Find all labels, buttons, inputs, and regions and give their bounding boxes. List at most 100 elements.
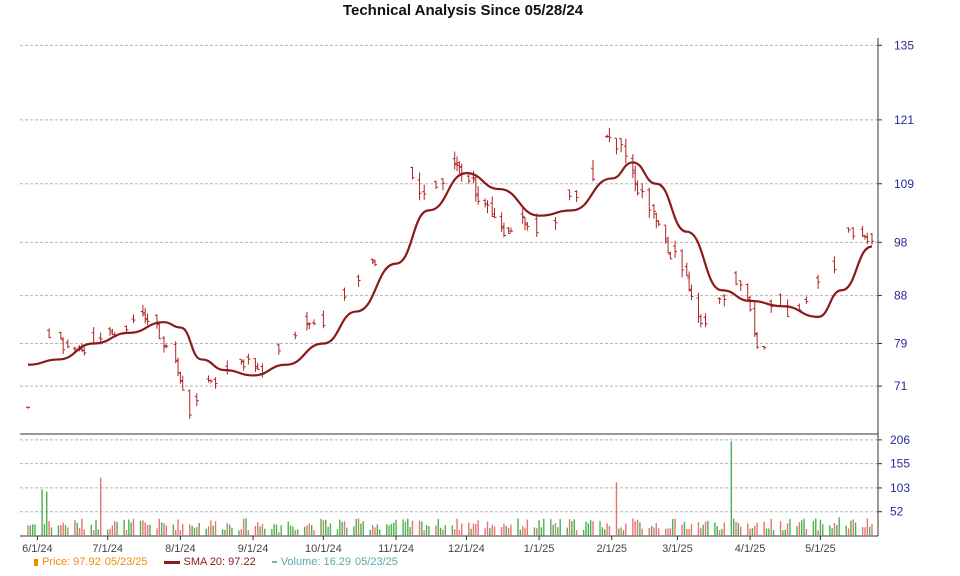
price-bar — [520, 208, 525, 224]
price-bar — [91, 327, 96, 345]
price-bar — [556, 215, 560, 222]
price-bar — [717, 297, 722, 304]
price-bar — [213, 377, 218, 389]
price-bar — [490, 196, 495, 218]
price-bar — [143, 307, 148, 324]
chart-title: Technical Analysis Since 05/28/24 — [343, 2, 584, 19]
price-bar — [272, 350, 276, 366]
price-bar — [619, 138, 624, 153]
price-tick-label: 88 — [894, 289, 908, 303]
x-tick-label: 6/1/24 — [22, 543, 53, 555]
price-bar — [246, 353, 251, 365]
price-bar — [680, 249, 685, 278]
price-bar — [549, 225, 553, 227]
price-bar — [276, 343, 281, 355]
legend-volume-swatch — [271, 561, 277, 563]
price-bar — [635, 180, 640, 196]
price-bar — [821, 271, 825, 280]
price-bar — [696, 292, 701, 323]
price-bar — [802, 296, 806, 305]
price-bar — [345, 279, 349, 302]
price-bar — [47, 328, 52, 339]
price-bar — [455, 156, 460, 172]
price-bar — [31, 393, 35, 400]
price-bar — [433, 180, 438, 189]
price-bar — [647, 187, 652, 218]
price-bar — [230, 363, 234, 370]
price-bar — [752, 302, 757, 337]
price-bar — [638, 186, 642, 200]
price-bar — [206, 375, 211, 383]
price-bar — [570, 192, 574, 204]
price-bar — [241, 359, 246, 371]
price-bar — [539, 222, 543, 229]
price-bar — [361, 264, 365, 274]
price-bar — [553, 217, 558, 230]
price-bar — [492, 207, 497, 219]
price-bar — [180, 375, 185, 391]
price-bar — [828, 267, 832, 279]
price-bar — [591, 159, 596, 182]
price-bar — [870, 233, 874, 245]
price-bar — [682, 261, 686, 275]
price-bar — [307, 322, 312, 330]
price-bar — [703, 313, 708, 328]
price-bar — [208, 379, 213, 384]
legend-volume-label: Volume: 16.29 — [280, 556, 352, 568]
price-bar — [755, 331, 760, 350]
price-bar — [387, 250, 391, 264]
price-bar — [82, 347, 87, 356]
price-bar — [471, 171, 476, 184]
x-tick-label: 7/1/24 — [92, 543, 123, 555]
price-bar — [26, 406, 30, 409]
price-bar — [623, 138, 628, 164]
price-bars-layer — [26, 127, 874, 419]
price-bar — [58, 331, 63, 340]
price-bar — [354, 274, 358, 291]
volume-tick-label: 155 — [890, 457, 910, 471]
price-bar — [359, 266, 363, 287]
sma-layer — [27, 161, 873, 377]
price-bar — [745, 283, 750, 302]
price-bar — [145, 313, 150, 325]
price-bar — [574, 190, 579, 202]
price-bar — [270, 362, 274, 368]
price-bar — [225, 360, 230, 375]
price-bar — [321, 310, 326, 329]
price-bar — [239, 358, 244, 365]
price-bar — [673, 240, 678, 258]
price-bar — [94, 336, 98, 346]
price-bar — [108, 326, 113, 336]
price-bar — [748, 296, 753, 312]
price-bar — [161, 336, 166, 353]
legend-volume: Volume: 16.29 05/23/25 — [271, 556, 398, 568]
price-bar — [621, 142, 625, 149]
price-bar — [668, 251, 673, 260]
price-bar — [457, 161, 462, 175]
price-bar — [832, 256, 837, 274]
price-bar — [804, 296, 809, 305]
price-bar — [816, 274, 821, 289]
price-bar — [221, 362, 225, 386]
price-bar — [194, 393, 199, 407]
x-tick-label: 11/1/24 — [378, 543, 414, 555]
price-bar — [722, 293, 727, 307]
price-bar — [326, 315, 330, 329]
price-bar — [650, 202, 654, 213]
price-bar — [516, 209, 520, 236]
price-bar — [61, 337, 66, 354]
x-tick-label: 9/1/24 — [238, 543, 269, 555]
price-bar — [589, 157, 593, 176]
price-bar — [255, 362, 260, 371]
price-bar — [450, 159, 454, 183]
price-bar — [651, 204, 656, 219]
price-bar — [849, 222, 853, 235]
price-bar — [769, 299, 774, 313]
legend-price-date: 05/23/25 — [104, 556, 148, 568]
axis-layer — [20, 38, 882, 540]
price-bar — [466, 174, 471, 184]
price-bar — [734, 271, 739, 285]
x-tick-label: 5/1/25 — [805, 543, 836, 555]
price-bar — [483, 198, 488, 208]
